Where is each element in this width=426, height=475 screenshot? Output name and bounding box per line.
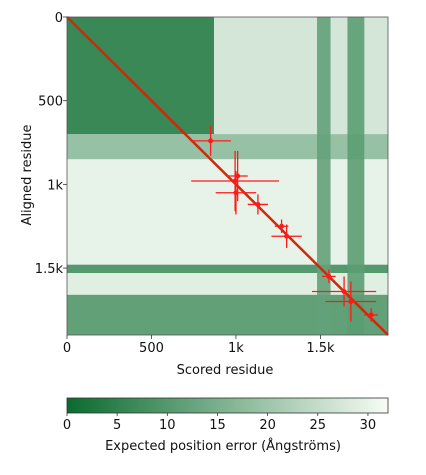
colorbar-tick-label: 0 bbox=[63, 418, 71, 433]
y-tick-label: 1k bbox=[47, 178, 63, 193]
heatmap-block bbox=[67, 134, 388, 160]
y-tick-label: 0 bbox=[55, 11, 63, 26]
crosslink-point bbox=[348, 299, 354, 305]
crosslink-point bbox=[341, 288, 347, 294]
crosslink-point bbox=[279, 223, 285, 229]
crosslink-marker bbox=[364, 308, 378, 322]
crosslink-point bbox=[208, 138, 214, 144]
colorbar-tick-label: 20 bbox=[259, 418, 276, 433]
x-tick-label: 1.5k bbox=[306, 341, 335, 356]
crosslink-marker bbox=[325, 281, 377, 322]
crosslink-point bbox=[284, 233, 290, 239]
y-tick-label: 1.5k bbox=[35, 262, 64, 277]
colorbar-tick-label: 5 bbox=[113, 418, 121, 433]
crosslink-marker bbox=[227, 150, 248, 202]
crosslink-point bbox=[368, 312, 374, 318]
crosslink-marker bbox=[274, 219, 289, 233]
colorbar-tick-label: 30 bbox=[360, 418, 377, 433]
y-axis-label: Aligned residue bbox=[20, 125, 35, 226]
colorbar-label: Expected position error (Ångströms) bbox=[105, 438, 341, 454]
colorbar-tick-label: 15 bbox=[209, 418, 226, 433]
x-axis-label: Scored residue bbox=[177, 363, 274, 378]
crosslink-point bbox=[326, 273, 332, 279]
crosslink-marker bbox=[190, 125, 231, 156]
crosslink-marker bbox=[247, 194, 269, 215]
colorbar-tick-label: 10 bbox=[159, 418, 176, 433]
x-tick-label: 0 bbox=[63, 341, 71, 356]
y-tick-label: 500 bbox=[38, 95, 63, 110]
crosslink-point bbox=[235, 173, 241, 179]
colorbar-tick-label: 25 bbox=[310, 418, 327, 433]
heatmap-block bbox=[317, 17, 331, 335]
plot-frame bbox=[66, 16, 389, 336]
crosslink-marker bbox=[322, 269, 336, 284]
heatmap-block bbox=[67, 273, 388, 295]
heatmap-block bbox=[347, 17, 365, 335]
x-tick-label: 1k bbox=[228, 341, 244, 356]
crosslink-point bbox=[255, 201, 261, 207]
heatmap-block bbox=[67, 294, 388, 335]
crosslink-point bbox=[232, 178, 238, 184]
colorbar bbox=[66, 397, 389, 414]
x-tick-label: 500 bbox=[139, 341, 164, 356]
heatmap-block bbox=[67, 17, 214, 135]
heatmap-block bbox=[67, 264, 388, 274]
crosslink-marker bbox=[271, 224, 302, 248]
